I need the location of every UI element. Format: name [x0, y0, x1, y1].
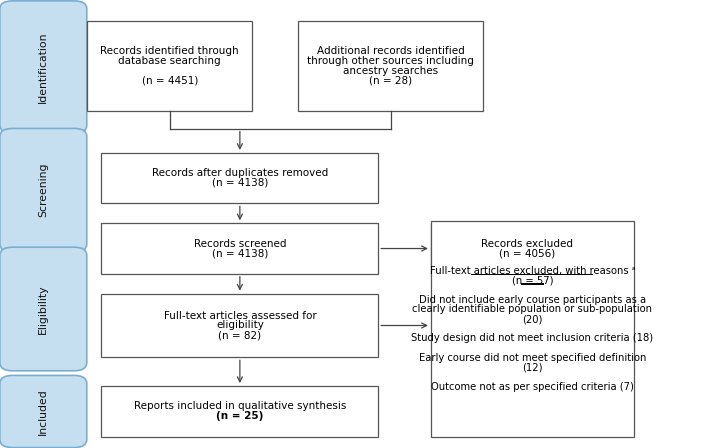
Text: Outcome not as per specified criteria (7): Outcome not as per specified criteria (7… [431, 382, 634, 392]
Text: (n = 25): (n = 25) [216, 411, 264, 421]
Bar [298, 21, 484, 111]
Text: (n = 4138): (n = 4138) [212, 248, 268, 258]
Bar [431, 223, 623, 274]
Text: clearly identifiable population or sub-population: clearly identifiable population or sub-p… [413, 305, 652, 314]
Text: ancestry searches: ancestry searches [343, 66, 438, 76]
FancyBboxPatch shape [0, 375, 86, 448]
Text: Records screened: Records screened [194, 239, 286, 249]
Text: (12): (12) [523, 362, 542, 372]
Text: database searching: database searching [118, 56, 221, 66]
Text: eligibility: eligibility [216, 320, 264, 331]
FancyBboxPatch shape [0, 129, 86, 252]
Text: Records identified through: Records identified through [101, 47, 239, 56]
Text: Included: Included [38, 388, 48, 435]
Text: (n = 57): (n = 57) [512, 276, 553, 285]
Text: Reports included in qualitative synthesis: Reports included in qualitative synthesi… [134, 401, 346, 411]
Text: Eligibility: Eligibility [38, 284, 48, 334]
Bar [431, 221, 634, 436]
FancyBboxPatch shape [0, 1, 86, 133]
Text: (n = 4451): (n = 4451) [142, 75, 198, 86]
Text: Additional records identified: Additional records identified [317, 47, 464, 56]
Text: (n = 4056): (n = 4056) [499, 248, 555, 258]
Text: Full-text articles assessed for: Full-text articles assessed for [164, 311, 316, 321]
Text: Identification: Identification [38, 31, 48, 103]
Text: Screening: Screening [38, 163, 48, 217]
Bar [101, 153, 379, 203]
Text: (n = 82): (n = 82) [218, 330, 262, 340]
Text: through other sources including: through other sources including [307, 56, 474, 66]
Text: Records excluded: Records excluded [481, 239, 573, 249]
Text: Study design did not meet inclusion criteria (18): Study design did not meet inclusion crit… [411, 333, 654, 344]
Bar [101, 386, 379, 436]
Text: (20): (20) [523, 314, 542, 324]
FancyBboxPatch shape [0, 247, 86, 371]
Bar [87, 21, 252, 111]
Bar [101, 223, 379, 274]
Bar [521, 284, 544, 285]
Text: (n = 28): (n = 28) [369, 75, 412, 86]
Text: Early course did not meet specified definition: Early course did not meet specified defi… [419, 353, 646, 363]
Text: Did not include early course participants as a: Did not include early course participant… [419, 295, 646, 305]
Text: Records after duplicates removed: Records after duplicates removed [152, 168, 328, 178]
Bar [101, 293, 379, 358]
Text: (n = 4138): (n = 4138) [212, 178, 268, 188]
Text: Full-text articles excluded, with reasons ᵃ: Full-text articles excluded, with reason… [430, 266, 635, 276]
Bar [471, 274, 593, 275]
